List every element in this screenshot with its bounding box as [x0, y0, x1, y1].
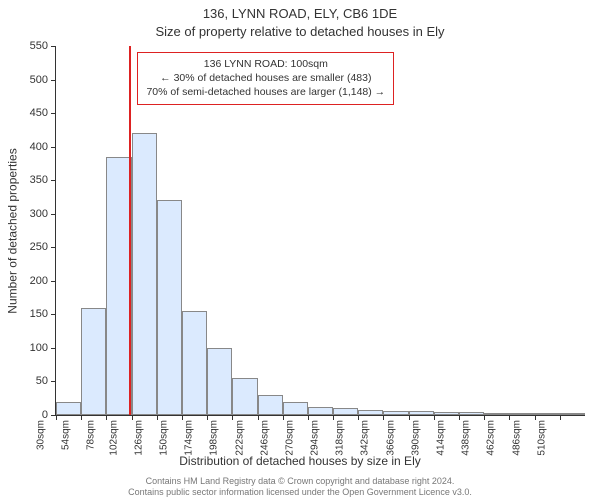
x-tick-label: 78sqm [86, 420, 97, 450]
x-tick-label: 174sqm [184, 420, 195, 456]
y-tick-label: 350 [30, 174, 56, 186]
x-tick-label: 342sqm [360, 420, 371, 456]
bar [207, 348, 232, 415]
x-tick-label: 438sqm [461, 420, 472, 456]
footer-line2: Contains public sector information licen… [0, 487, 600, 498]
x-tick [535, 415, 536, 420]
x-tick-label: 150sqm [159, 420, 170, 456]
x-tick-label: 318sqm [335, 420, 346, 456]
y-tick-label: 50 [36, 375, 56, 387]
bar [283, 402, 308, 415]
x-tick [509, 415, 510, 420]
y-tick-label: 250 [30, 241, 56, 253]
x-tick [106, 415, 107, 420]
bar [535, 413, 560, 415]
bar [258, 395, 283, 415]
y-tick-label: 500 [30, 74, 56, 86]
x-tick [232, 415, 233, 420]
bar [157, 200, 182, 415]
bar [434, 412, 459, 415]
y-tick-label: 450 [30, 107, 56, 119]
x-tick [258, 415, 259, 420]
marker-line [129, 46, 131, 415]
y-tick-label: 300 [30, 208, 56, 220]
x-tick-label: 198sqm [209, 420, 220, 456]
x-tick [132, 415, 133, 420]
bar [81, 308, 106, 415]
bar [560, 413, 585, 415]
bar [132, 133, 157, 415]
x-tick-label: 462sqm [486, 420, 497, 456]
x-tick [81, 415, 82, 420]
y-tick-label: 150 [30, 308, 56, 320]
x-tick-label: 54sqm [61, 420, 72, 450]
callout-box: 136 LYNN ROAD: 100sqm← 30% of detached h… [137, 52, 394, 105]
x-tick-label: 294sqm [310, 420, 321, 456]
y-tick-label: 200 [30, 275, 56, 287]
x-tick [283, 415, 284, 420]
chart-title-line2: Size of property relative to detached ho… [0, 24, 600, 39]
bar [459, 412, 484, 415]
x-tick [560, 415, 561, 420]
callout-line: 136 LYNN ROAD: 100sqm [146, 57, 385, 71]
bar [409, 411, 434, 415]
bar [232, 378, 257, 415]
bar [509, 413, 534, 415]
x-tick [434, 415, 435, 420]
x-tick-label: 246sqm [259, 420, 270, 456]
x-tick-label: 390sqm [411, 420, 422, 456]
footer-line1: Contains HM Land Registry data © Crown c… [0, 476, 600, 487]
y-tick-label: 400 [30, 141, 56, 153]
x-tick [409, 415, 410, 420]
bar [383, 411, 408, 415]
x-tick-label: 126sqm [133, 420, 144, 456]
bar [484, 413, 509, 415]
x-tick [157, 415, 158, 420]
x-tick-label: 102sqm [108, 420, 119, 456]
bar [333, 408, 358, 415]
footer-attribution: Contains HM Land Registry data © Crown c… [0, 476, 600, 499]
y-axis-label-wrap: Number of detached properties [6, 46, 20, 416]
callout-line: 70% of semi-detached houses are larger (… [146, 85, 385, 99]
y-axis-label: Number of detached properties [6, 148, 20, 313]
x-axis-label: Distribution of detached houses by size … [0, 454, 600, 468]
x-tick [56, 415, 57, 420]
x-tick-label: 222sqm [234, 420, 245, 456]
plot-area: 136 LYNN ROAD: 100sqm← 30% of detached h… [55, 46, 585, 416]
x-tick [383, 415, 384, 420]
chart-container: { "titles": { "line1": "136, LYNN ROAD, … [0, 0, 600, 500]
bar [56, 402, 81, 415]
bar [358, 410, 383, 415]
bar [106, 157, 131, 415]
x-tick-label: 366sqm [385, 420, 396, 456]
callout-line: ← 30% of detached houses are smaller (48… [146, 71, 385, 85]
x-tick-label: 510sqm [537, 420, 548, 456]
y-tick-label: 100 [30, 342, 56, 354]
y-tick-label: 550 [30, 40, 56, 52]
bar [182, 311, 207, 415]
chart-title-line1: 136, LYNN ROAD, ELY, CB6 1DE [0, 6, 600, 21]
x-tick-label: 30sqm [35, 420, 46, 450]
x-tick-label: 270sqm [285, 420, 296, 456]
x-tick-label: 486sqm [511, 420, 522, 456]
bar [308, 407, 333, 415]
x-tick-label: 414sqm [436, 420, 447, 456]
